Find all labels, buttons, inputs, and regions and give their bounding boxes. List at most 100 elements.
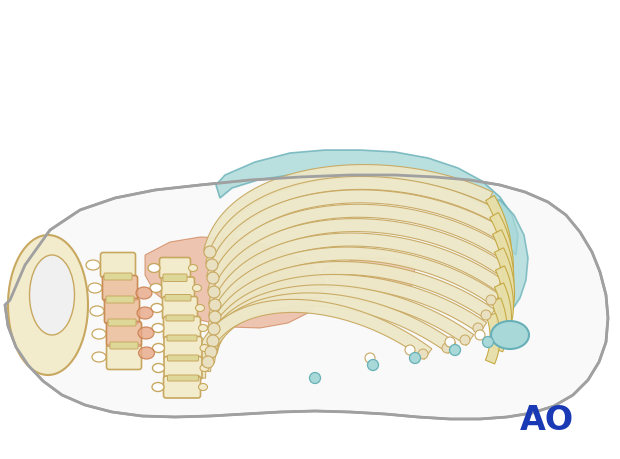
- Polygon shape: [495, 283, 512, 340]
- Circle shape: [405, 345, 415, 355]
- Ellipse shape: [200, 364, 209, 371]
- FancyBboxPatch shape: [164, 317, 200, 340]
- Ellipse shape: [200, 345, 209, 352]
- FancyBboxPatch shape: [107, 321, 141, 347]
- Circle shape: [365, 353, 375, 363]
- Ellipse shape: [92, 352, 106, 362]
- FancyBboxPatch shape: [100, 252, 136, 278]
- Ellipse shape: [192, 285, 202, 291]
- Circle shape: [309, 373, 321, 384]
- Ellipse shape: [150, 284, 162, 292]
- Ellipse shape: [198, 384, 208, 391]
- Circle shape: [450, 345, 461, 356]
- Circle shape: [205, 346, 217, 358]
- Ellipse shape: [90, 306, 104, 316]
- Ellipse shape: [137, 307, 153, 319]
- FancyBboxPatch shape: [110, 342, 138, 349]
- Circle shape: [418, 349, 428, 359]
- FancyBboxPatch shape: [102, 275, 138, 301]
- Ellipse shape: [86, 260, 100, 270]
- Polygon shape: [216, 150, 518, 255]
- Circle shape: [460, 335, 470, 345]
- Ellipse shape: [198, 325, 208, 331]
- Circle shape: [207, 272, 219, 284]
- Circle shape: [204, 246, 216, 258]
- Circle shape: [209, 311, 221, 323]
- Polygon shape: [492, 298, 507, 352]
- Ellipse shape: [153, 343, 164, 353]
- Polygon shape: [206, 262, 495, 342]
- Circle shape: [208, 323, 220, 335]
- Ellipse shape: [88, 283, 102, 293]
- FancyBboxPatch shape: [107, 345, 141, 369]
- Polygon shape: [492, 230, 514, 293]
- FancyBboxPatch shape: [107, 321, 141, 347]
- FancyBboxPatch shape: [164, 376, 200, 398]
- Polygon shape: [206, 176, 497, 267]
- Circle shape: [368, 359, 378, 370]
- Circle shape: [207, 335, 219, 347]
- Ellipse shape: [151, 303, 163, 313]
- Ellipse shape: [153, 364, 164, 373]
- Text: AO: AO: [520, 404, 574, 437]
- Polygon shape: [145, 237, 325, 328]
- Ellipse shape: [30, 255, 74, 335]
- FancyBboxPatch shape: [165, 295, 191, 301]
- Ellipse shape: [195, 304, 205, 312]
- Polygon shape: [495, 266, 513, 325]
- Polygon shape: [204, 165, 493, 253]
- Polygon shape: [322, 258, 415, 292]
- Circle shape: [409, 353, 420, 364]
- Polygon shape: [209, 233, 503, 319]
- FancyBboxPatch shape: [163, 274, 187, 281]
- Ellipse shape: [148, 263, 160, 273]
- Circle shape: [486, 295, 496, 305]
- Ellipse shape: [152, 324, 164, 332]
- Polygon shape: [192, 299, 432, 378]
- FancyBboxPatch shape: [104, 273, 132, 280]
- Polygon shape: [496, 200, 528, 318]
- Polygon shape: [209, 218, 503, 307]
- Circle shape: [482, 336, 494, 347]
- Circle shape: [475, 330, 485, 340]
- Polygon shape: [490, 213, 513, 275]
- FancyBboxPatch shape: [164, 357, 202, 380]
- Circle shape: [206, 259, 218, 271]
- Circle shape: [202, 356, 214, 368]
- FancyBboxPatch shape: [105, 298, 140, 324]
- FancyBboxPatch shape: [167, 375, 198, 381]
- Ellipse shape: [138, 327, 154, 339]
- FancyBboxPatch shape: [106, 296, 134, 303]
- Polygon shape: [5, 175, 608, 419]
- Ellipse shape: [152, 382, 164, 392]
- Polygon shape: [198, 293, 456, 372]
- FancyBboxPatch shape: [105, 298, 140, 324]
- Polygon shape: [202, 285, 474, 363]
- Ellipse shape: [136, 287, 152, 299]
- Polygon shape: [485, 313, 500, 364]
- Polygon shape: [495, 248, 515, 309]
- Ellipse shape: [8, 235, 88, 375]
- Circle shape: [473, 323, 483, 333]
- FancyBboxPatch shape: [108, 319, 136, 326]
- Ellipse shape: [92, 329, 106, 339]
- Ellipse shape: [138, 347, 154, 359]
- FancyBboxPatch shape: [161, 277, 195, 299]
- Polygon shape: [205, 274, 487, 353]
- FancyBboxPatch shape: [167, 355, 198, 361]
- Ellipse shape: [491, 321, 529, 349]
- FancyBboxPatch shape: [166, 315, 194, 321]
- Circle shape: [209, 299, 221, 311]
- FancyBboxPatch shape: [159, 257, 190, 279]
- Circle shape: [445, 337, 455, 347]
- Circle shape: [208, 286, 220, 298]
- Polygon shape: [208, 247, 500, 330]
- Circle shape: [481, 310, 491, 320]
- Polygon shape: [208, 204, 502, 294]
- Circle shape: [442, 343, 452, 353]
- Polygon shape: [206, 190, 500, 280]
- FancyBboxPatch shape: [164, 336, 202, 359]
- FancyBboxPatch shape: [162, 297, 198, 319]
- Ellipse shape: [188, 264, 198, 272]
- FancyBboxPatch shape: [102, 275, 138, 301]
